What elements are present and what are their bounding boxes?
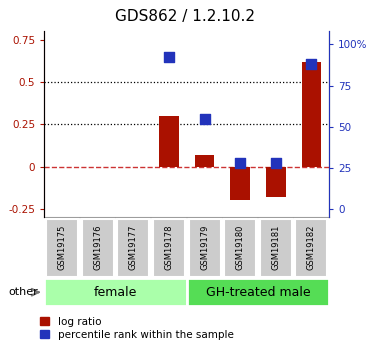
Bar xyxy=(189,219,221,277)
Text: GSM19181: GSM19181 xyxy=(271,225,280,270)
Bar xyxy=(224,219,256,277)
Text: female: female xyxy=(94,286,137,299)
Bar xyxy=(266,167,286,197)
Bar xyxy=(260,219,292,277)
Bar xyxy=(82,219,114,277)
Text: GSM19182: GSM19182 xyxy=(307,225,316,270)
Text: GSM19177: GSM19177 xyxy=(129,225,138,270)
Text: GSM19178: GSM19178 xyxy=(164,225,173,270)
Bar xyxy=(295,219,327,277)
Point xyxy=(308,61,315,67)
Bar xyxy=(153,219,185,277)
Bar xyxy=(159,116,179,167)
Point xyxy=(166,55,172,60)
Text: GDS862 / 1.2.10.2: GDS862 / 1.2.10.2 xyxy=(115,9,255,23)
Text: other: other xyxy=(8,287,38,297)
Text: GSM19180: GSM19180 xyxy=(236,225,244,270)
Bar xyxy=(230,167,250,200)
Text: GSM19175: GSM19175 xyxy=(58,225,67,270)
Text: GH-treated male: GH-treated male xyxy=(206,286,310,299)
Legend: log ratio, percentile rank within the sample: log ratio, percentile rank within the sa… xyxy=(40,317,233,340)
Bar xyxy=(301,61,321,167)
Text: GSM19176: GSM19176 xyxy=(93,225,102,270)
Point xyxy=(273,160,279,166)
Bar xyxy=(44,278,187,306)
Point xyxy=(201,116,208,121)
Bar xyxy=(187,278,329,306)
Bar xyxy=(195,155,214,167)
Bar xyxy=(46,219,78,277)
Point xyxy=(237,160,243,166)
Bar xyxy=(117,219,149,277)
Text: GSM19179: GSM19179 xyxy=(200,225,209,270)
